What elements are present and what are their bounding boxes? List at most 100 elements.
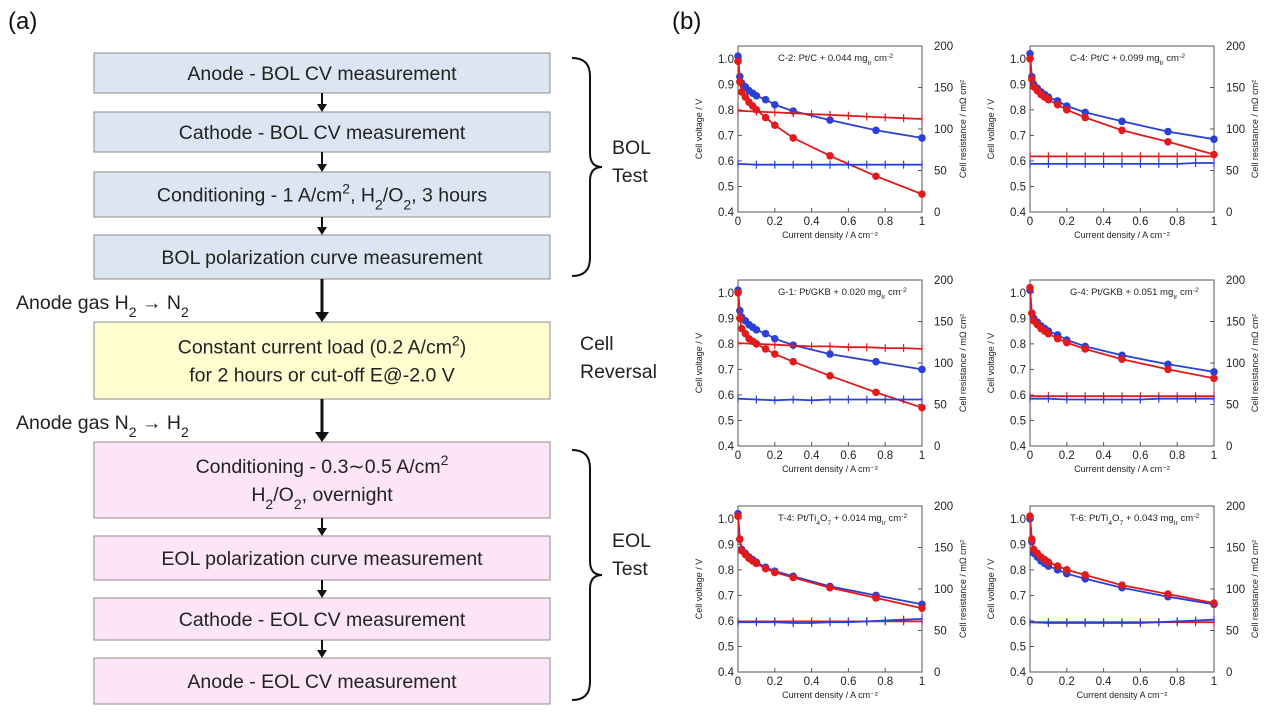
data-point <box>1026 283 1034 292</box>
flow-box-text: Conditioning - 0.3∼0.5 A/cm2 <box>196 452 449 478</box>
y-tick-label: 0.8 <box>1010 565 1026 577</box>
y-tick-label: 1.0 <box>1010 288 1026 300</box>
y-tick-label: 0.9 <box>1010 539 1026 551</box>
text-run: 2 <box>375 197 383 213</box>
x-tick-label: 0.2 <box>767 216 783 228</box>
data-point <box>872 388 880 397</box>
data-point <box>1063 566 1071 574</box>
text-run: T-6: Pt/Ti <box>1070 513 1108 524</box>
data-point <box>918 365 926 374</box>
data-point <box>771 568 779 577</box>
data-point <box>771 334 779 343</box>
data-point <box>771 100 779 109</box>
data-point <box>771 350 779 358</box>
y-tick-label: 0.9 <box>1010 79 1026 91</box>
x-tick-label: 0.2 <box>767 450 783 462</box>
data-point <box>761 113 770 122</box>
y-tick-label: 0.8 <box>718 339 734 351</box>
y-tick-label: 0.6 <box>718 390 734 402</box>
y-tick-label: 0.7 <box>1010 364 1026 376</box>
text-run: cm <box>872 53 887 64</box>
data-point <box>1210 135 1218 144</box>
y-tick-label: 0.5 <box>1010 415 1026 427</box>
text-run: , 3 hours <box>411 185 487 207</box>
panel-label-b: (b) <box>672 8 702 35</box>
flow-box-text: Conditioning - 1 A/cm2, H2/O2, 3 hours <box>157 181 487 213</box>
y2-tick-label: 50 <box>1226 166 1239 178</box>
x-tick-label: 1 <box>919 676 925 688</box>
y2-tick-label: 50 <box>1226 626 1239 638</box>
flow-box-text: Constant current load (0.2 A/cm2) <box>178 333 467 359</box>
data-point <box>1210 368 1218 376</box>
text-run: → H <box>137 412 181 434</box>
x-axis-label: Current density / A cm⁻² <box>782 464 878 474</box>
flow-arrow-head <box>317 164 327 172</box>
y2-tick-label: 200 <box>934 41 953 53</box>
data-point <box>771 121 779 129</box>
chart-title: C-2: Pt/C + 0.044 mgIr cm-2 <box>778 53 893 67</box>
data-point <box>826 116 834 124</box>
chart-g4: 0.4 0.5 0.6 0.7 0.8 0.9 1.0 0 50 100 150 200 0 0.2 0.4… <box>986 275 1260 474</box>
flowchart: Anode - BOL CV measurement Cathode - BOL … <box>16 52 657 705</box>
y2-axis-label: Cell resistance / mΩ cm² <box>1250 314 1260 412</box>
x-tick-label: 0.4 <box>1096 216 1113 228</box>
y2-tick-label: 150 <box>1226 83 1245 95</box>
text-run: Anode - BOL CV measurement <box>187 63 457 85</box>
data-point <box>1118 126 1126 135</box>
text-run: Cathode - EOL CV measurement <box>179 609 466 631</box>
text-run: 2 <box>294 496 302 512</box>
x-tick-label: 0.4 <box>1096 676 1113 688</box>
text-run: cm <box>886 513 901 524</box>
data-point <box>1063 106 1071 114</box>
y2-tick-label: 0 <box>934 667 940 679</box>
flow-box-text: EOL polarization curve measurement <box>161 548 483 570</box>
y2-tick-label: 200 <box>1226 275 1245 287</box>
text-run: 2 <box>181 304 189 320</box>
flow-box-text: BOL polarization curve measurement <box>161 247 483 269</box>
y-tick-label: 0.5 <box>718 415 734 427</box>
side-label-eol: Test <box>612 558 648 580</box>
text-run: cm <box>1177 287 1192 298</box>
y-axis-label: Cell voltage / V <box>986 99 996 160</box>
y2-tick-label: 150 <box>1226 317 1245 329</box>
y-tick-label: 1.0 <box>1010 54 1026 66</box>
y-axis-label: Cell voltage / V <box>694 559 704 620</box>
text-run: -2 <box>1193 287 1199 294</box>
y2-tick-label: 200 <box>1226 41 1245 53</box>
text-run: /O <box>273 484 294 506</box>
y2-axis-label: Cell resistance / mΩ cm² <box>1250 80 1260 178</box>
x-tick-label: 0 <box>735 450 741 462</box>
data-point <box>1164 137 1172 146</box>
data-point <box>1063 338 1071 347</box>
flow-box-text: Anode - BOL CV measurement <box>187 63 457 85</box>
chart-title: C-4: Pt/C + 0.099 mgIr cm-2 <box>1070 53 1185 67</box>
y-tick-label: 0.4 <box>718 667 735 679</box>
data-point <box>1028 309 1036 317</box>
text-run: Ir <box>1173 294 1178 301</box>
data-point <box>1053 100 1062 109</box>
data-point <box>1044 329 1053 338</box>
curly-brace <box>571 57 603 277</box>
y2-tick-label: 150 <box>1226 543 1245 555</box>
y-tick-label: 0.4 <box>1010 667 1027 679</box>
data-point <box>1081 345 1089 353</box>
text-run: Anode - EOL CV measurement <box>187 671 457 693</box>
y-tick-label: 0.9 <box>718 79 734 91</box>
y2-tick-label: 0 <box>934 207 940 219</box>
data-point <box>826 152 834 160</box>
text-run: Anode gas H <box>16 292 129 314</box>
text-run: 4 <box>1108 520 1112 527</box>
text-run: Conditioning - 1 A/cm <box>157 185 342 207</box>
data-point <box>918 190 926 198</box>
y-tick-label: 0.5 <box>1010 641 1026 653</box>
text-run: -2 <box>901 287 907 294</box>
x-axis-label: Current density A cm⁻² <box>1077 690 1168 700</box>
y-tick-label: 0.4 <box>1010 207 1027 219</box>
text-run: -2 <box>901 513 907 520</box>
y2-tick-label: 100 <box>1226 124 1245 136</box>
data-point <box>918 403 926 412</box>
flow-box-b9 <box>93 657 551 705</box>
side-label-rev: Reversal <box>580 361 657 383</box>
text-run: + 0.014 mg <box>831 513 881 524</box>
text-run: 7 <box>1119 520 1123 527</box>
